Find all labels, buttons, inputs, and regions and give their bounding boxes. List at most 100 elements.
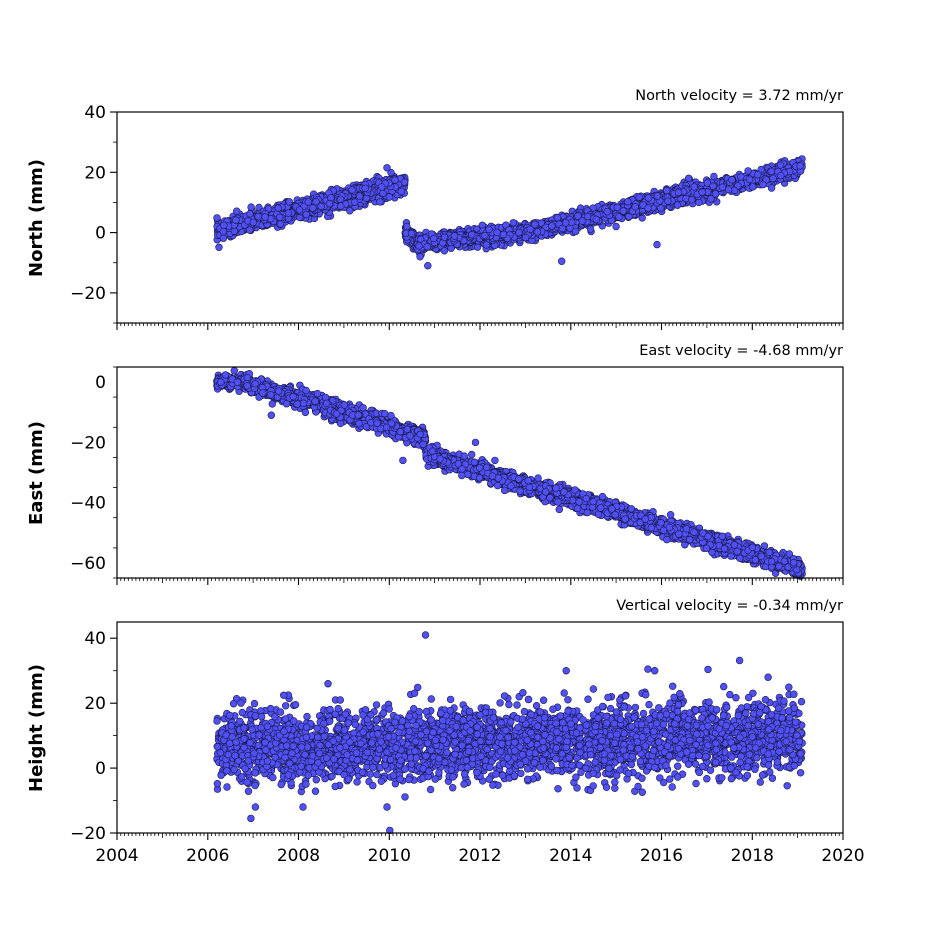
data-point: [571, 227, 580, 236]
data-point: [515, 228, 523, 237]
data-point: [664, 197, 672, 205]
data-point: [359, 404, 367, 412]
data-point: [615, 213, 623, 221]
data-point: [220, 221, 228, 230]
data-point: [603, 207, 611, 216]
data-point: [311, 397, 319, 405]
data-point: [336, 195, 345, 204]
data-point: [724, 185, 733, 194]
data-point: [769, 174, 777, 183]
data-point: [416, 430, 424, 438]
east-y-axis-label: East (mm): [26, 421, 47, 525]
data-point: [246, 226, 254, 234]
data-point: [382, 423, 391, 432]
data-point: [662, 186, 671, 195]
data-point: [230, 367, 239, 375]
data-point: [276, 213, 284, 222]
data-point: [378, 183, 386, 191]
data-point: [247, 203, 255, 211]
data-point: [440, 247, 449, 255]
data-point: [473, 243, 482, 251]
data-point: [332, 410, 341, 418]
data-point: [268, 400, 276, 408]
data-point: [261, 213, 269, 221]
data-point: [592, 215, 600, 224]
data-point: [274, 204, 282, 212]
data-point: [690, 183, 698, 191]
data-point: [276, 220, 285, 228]
data-point: [284, 209, 293, 217]
data-point: [246, 210, 254, 218]
data-point: [215, 243, 223, 252]
data-point: [728, 176, 736, 184]
data-point: [718, 183, 727, 191]
data-point: [688, 196, 696, 204]
data-point: [400, 178, 409, 186]
data-point: [657, 204, 665, 212]
data-point: [302, 210, 310, 219]
data-point: [313, 389, 322, 398]
data-point: [482, 241, 491, 249]
data-point: [624, 198, 632, 206]
data-point: [450, 232, 459, 240]
data-point: [423, 243, 431, 251]
north-points: [213, 155, 806, 270]
data-point: [379, 189, 387, 197]
outlier-point: [424, 262, 432, 270]
data-point: [561, 219, 570, 227]
data-point: [578, 217, 586, 225]
data-point: [243, 382, 251, 390]
data-point: [309, 204, 317, 212]
data-point: [219, 227, 228, 236]
data-point: [415, 242, 423, 250]
data-point: [619, 207, 628, 215]
data-point: [267, 391, 275, 399]
data-point: [749, 183, 757, 191]
data-point: [407, 229, 416, 238]
data-point: [711, 190, 720, 198]
data-point: [355, 192, 364, 200]
data-point: [406, 432, 414, 440]
data-point: [254, 212, 262, 221]
data-point: [348, 186, 356, 194]
data-point: [777, 171, 785, 180]
north-y-axis-label: North (mm): [26, 159, 47, 277]
data-point: [259, 389, 267, 397]
data-point: [709, 182, 717, 190]
data-point: [759, 180, 767, 189]
data-point: [243, 374, 252, 382]
data-point: [397, 187, 405, 196]
data-point: [322, 399, 331, 407]
outlier-point: [684, 174, 693, 183]
data-point: [337, 202, 345, 210]
data-point: [289, 393, 297, 401]
data-point: [391, 176, 399, 184]
data-point: [521, 233, 530, 242]
outlier-point: [383, 164, 391, 172]
data-point: [293, 400, 301, 408]
data-point: [232, 216, 240, 224]
data-point: [304, 198, 312, 206]
data-point: [553, 214, 562, 222]
data-point: [217, 378, 225, 386]
data-point: [351, 198, 359, 206]
data-point: [403, 222, 411, 231]
outlier-point: [557, 257, 566, 265]
data-point: [274, 387, 283, 395]
data-point: [744, 167, 752, 175]
y-tick-label: 40: [84, 103, 106, 123]
data-point: [387, 411, 395, 420]
data-point: [361, 184, 369, 193]
data-point: [219, 234, 228, 242]
data-point: [613, 203, 622, 212]
data-point: [586, 225, 595, 233]
data-point: [526, 225, 534, 233]
outlier-point: [612, 222, 620, 231]
data-point: [548, 222, 556, 230]
east-velocity-note: East velocity = -4.68 mm/yr: [639, 343, 843, 359]
data-point: [213, 214, 221, 222]
data-point: [340, 401, 349, 409]
data-point: [533, 228, 542, 236]
data-point: [440, 233, 449, 242]
data-point: [249, 218, 258, 227]
